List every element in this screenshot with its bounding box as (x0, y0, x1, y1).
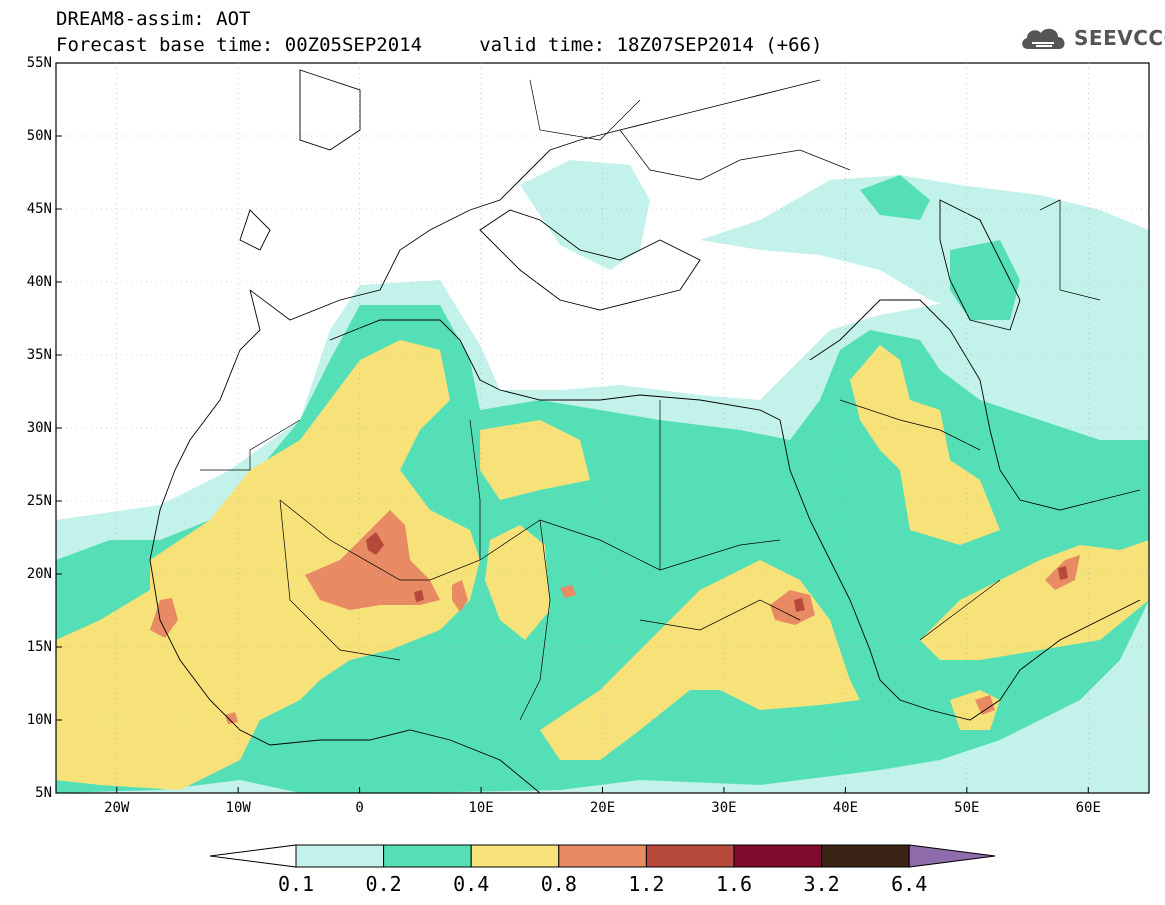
lat-label: 55N (27, 55, 52, 71)
lon-label: 10E (468, 800, 493, 816)
colorbar-bin (295, 844, 385, 868)
lon-label: 50E (954, 800, 979, 816)
map-title: DREAM8-assim: AOT (56, 8, 251, 30)
colorbar-bin (645, 844, 735, 868)
logo-text: SEEVCCC (1074, 26, 1165, 50)
colorbar-bin (733, 844, 823, 868)
colorbar-bin (383, 844, 472, 868)
lat-label: 20N (27, 566, 52, 582)
graticule (56, 63, 1149, 793)
colorbar-bin (821, 844, 910, 868)
aot-colorbar: 0.1 0.2 0.4 0.8 1.2 1.6 3.2 6.4 (209, 844, 996, 896)
cloud-icon (1022, 28, 1065, 49)
lat-label: 5N (35, 785, 52, 801)
aot-level-0.4 (56, 340, 1149, 790)
colorbar-label: 3.2 (804, 872, 840, 896)
lon-label: 10W (226, 800, 252, 816)
aot-level-0.8 (150, 510, 1080, 724)
lat-label: 45N (27, 201, 52, 217)
colorbar-label: 0.8 (541, 872, 577, 896)
colorbar-label: 0.4 (453, 872, 489, 896)
forecast-time-info: Forecast base time: 00Z05SEP2014 valid t… (56, 34, 823, 56)
aot-level-1.2 (366, 532, 1068, 612)
colorbar-label: 0.1 (278, 872, 314, 896)
lon-label: 30E (711, 800, 736, 816)
longitude-labels: 20W 10W 0 10E 20E 30E 40E 50E 60E (104, 787, 1101, 816)
lon-label: 60E (1076, 800, 1101, 816)
lat-label: 10N (27, 712, 52, 728)
country-borders (200, 79, 1101, 721)
colorbar-high-arrow (908, 844, 996, 868)
lat-label: 15N (27, 639, 52, 655)
lon-label: 20E (590, 800, 615, 816)
coastlines (149, 69, 1141, 793)
seevccc-logo: SEEVCCC (1018, 20, 1165, 56)
lat-label: 25N (27, 493, 52, 509)
colorbar-label: 0.2 (366, 872, 402, 896)
lat-label: 35N (27, 347, 52, 363)
lat-label: 40N (27, 274, 52, 290)
colorbar-label: 1.6 (716, 872, 752, 896)
lat-label: 30N (27, 420, 52, 436)
colorbar-low-arrow (209, 844, 297, 868)
colorbar-bin (558, 844, 647, 868)
lon-label: 0 (355, 800, 363, 816)
lat-label: 50N (27, 128, 52, 144)
colorbar-bin (470, 844, 560, 868)
lon-label: 20W (104, 800, 130, 816)
colorbar-label: 6.4 (891, 872, 927, 896)
colorbar-label: 1.2 (628, 872, 664, 896)
latitude-labels: 55N 50N 45N 40N 35N 30N 25N 20N 15N 10N 5N (27, 55, 62, 801)
lon-label: 40E (833, 800, 858, 816)
